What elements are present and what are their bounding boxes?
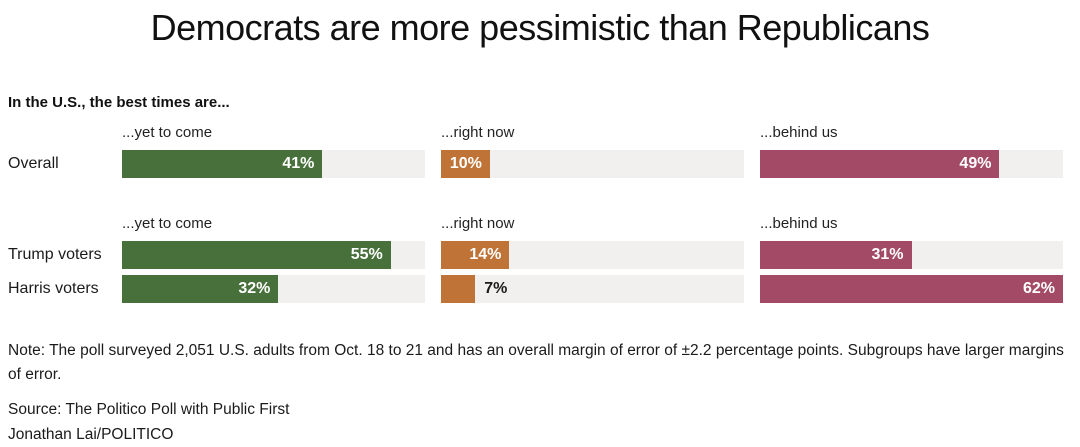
column-header-behind-us: ...behind us [760,215,838,232]
bar-value-label: 14% [469,246,502,263]
bar-value-label: 62% [1022,280,1055,297]
bar-chart: ...yet to come ...right now ...behind us Ov… [8,124,1072,303]
column-headers: ...yet to come ...right now ...behind us [8,215,1072,233]
bar-fill-overall-yet-to-come: 41% [122,150,323,178]
row-label: Harris voters [8,280,99,297]
bar-row-trump-voters: Trump voters 55% 14% 31% [8,241,1072,269]
bar-track: 31% [760,241,1063,269]
bar-track: 7% [441,275,744,303]
column-header-behind-us: ...behind us [760,124,838,141]
bar-value-label: 7% [484,280,508,297]
bar-fill-harris-voters-right-now [441,275,476,303]
bar-group-2: ...yet to come ...right now ...behind us Tr… [8,215,1072,303]
column-header-right-now: ...right now [441,215,515,232]
bar-track: 49% [760,150,1063,178]
row-label: Trump voters [8,246,102,263]
bar-value-label: 49% [959,155,992,172]
row-label: Overall [8,155,59,172]
bar-fill-trump-voters-yet-to-come: 55% [122,241,391,269]
bar-track: 14% [441,241,744,269]
bar-fill-trump-voters-behind-us: 31% [760,241,912,269]
column-headers: ...yet to come ...right now ...behind us [8,124,1072,142]
bar-value-label: 31% [871,246,904,263]
bar-fill-overall-right-now: 10% [441,150,490,178]
chart-subtitle: In the U.S., the best times are... [8,94,230,111]
chart-footer: Note: The poll surveyed 2,051 U.S. adult… [8,339,1072,447]
bar-value-label: 55% [350,246,383,263]
bar-track: 62% [760,275,1063,303]
bar-track: 10% [441,150,744,178]
chart-note: Note: The poll surveyed 2,051 U.S. adult… [8,342,1064,383]
bar-value-label: 10% [449,155,482,172]
chart-credit: Jonathan Lai/POLITICO [8,426,174,443]
bar-fill-harris-voters-yet-to-come: 32% [122,275,279,303]
bar-track: 32% [122,275,425,303]
bar-track: 41% [122,150,425,178]
bar-row-overall: Overall 41% 10% 49% [8,150,1072,178]
bar-group-1: ...yet to come ...right now ...behind us Ov… [8,124,1072,178]
bar-value-label: 32% [238,280,271,297]
bar-fill-harris-voters-behind-us: 62% [760,275,1063,303]
chart-page: Democrats are more pessimistic than Repu… [8,7,1072,443]
column-header-right-now: ...right now [441,124,515,141]
bar-fill-trump-voters-right-now: 14% [441,241,510,269]
bar-track: 55% [122,241,425,269]
chart-source: Source: The Politico Poll with Public Fi… [8,401,290,418]
column-header-yet-to-come: ...yet to come [122,124,213,141]
bar-fill-overall-behind-us: 49% [760,150,1000,178]
column-header-yet-to-come: ...yet to come [122,215,213,232]
chart-title: Democrats are more pessimistic than Repu… [150,7,930,48]
bar-row-harris-voters: Harris voters 32% 7% 62% [8,275,1072,303]
bar-value-label: 41% [282,155,315,172]
